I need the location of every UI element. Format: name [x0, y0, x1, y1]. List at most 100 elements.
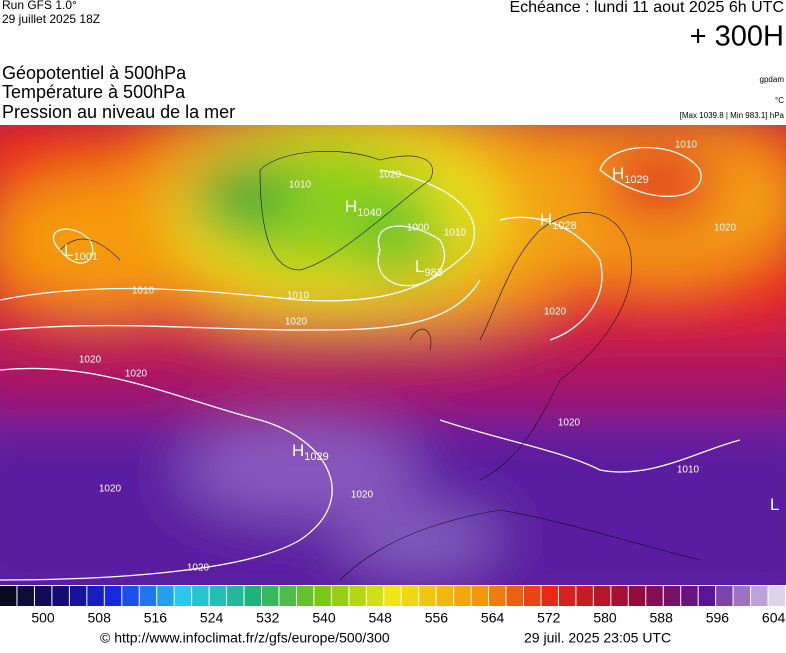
isobar-label: 1020: [544, 307, 567, 318]
scale-swatch: [0, 586, 17, 606]
isobar-label: 1020: [79, 355, 102, 366]
unit: [Max 1039.8 | Min 983.1] hPa: [680, 111, 785, 120]
isobar-label: 1010: [289, 180, 312, 191]
center-kind: H: [612, 164, 624, 183]
scale-swatch: [593, 586, 611, 606]
scale-label: 572: [537, 610, 561, 626]
isobar-label: 1020: [99, 484, 122, 495]
scale-swatch: [768, 586, 785, 606]
generated: 29 juil. 2025 23:05 UTC: [524, 630, 671, 646]
isobar-label: 1000: [407, 223, 430, 234]
center-value: 1029: [624, 174, 648, 186]
scale-swatch: [698, 586, 716, 606]
center-value: 1001: [73, 251, 97, 263]
scale-label: 532: [256, 610, 280, 626]
scale-label: 564: [481, 610, 505, 626]
pressure-center: L983: [415, 257, 443, 278]
layer: Température à 500hPa: [2, 82, 186, 102]
pressure-center: L: [770, 495, 779, 514]
isobar-label: 1010: [675, 140, 698, 151]
isobar-label: 1020: [187, 563, 210, 574]
isobar-label: 1010: [287, 291, 310, 302]
scale-label: 604: [762, 610, 786, 626]
scale-swatch: [366, 586, 384, 606]
scale-label: 596: [706, 610, 730, 626]
scale-swatch: [139, 586, 157, 606]
center-value: 1040: [357, 207, 381, 219]
scale-label: 516: [144, 610, 168, 626]
scale-swatch: [751, 586, 768, 606]
horizon: + 300H: [690, 21, 784, 53]
scale-swatch: [279, 586, 296, 606]
isobar-label: 1010: [444, 228, 467, 239]
scale-swatch: [401, 586, 419, 606]
scale-swatch: [157, 586, 174, 606]
scale-swatch: [262, 586, 279, 606]
scale-swatch: [646, 586, 663, 606]
scale-swatch: [663, 586, 681, 606]
scale-label: 580: [593, 610, 617, 626]
scale-swatch: [209, 586, 227, 606]
run: Run GFS 1.0°: [2, 0, 77, 12]
isobar-label: 1020: [714, 223, 737, 234]
scale-swatch: [471, 586, 489, 606]
scale-swatch: [716, 586, 733, 606]
center-kind: L: [64, 241, 73, 260]
source: © http://www.infoclimat.fr/z/gfs/europe/…: [100, 630, 390, 646]
scale-swatch: [227, 586, 244, 606]
scale-swatch: [296, 586, 314, 606]
scale-swatch: [454, 586, 471, 606]
pressure-center: H1029: [612, 164, 649, 185]
layer: Pression au niveau de la mer: [2, 102, 235, 122]
scale-swatch: [681, 586, 698, 606]
unit: °C: [775, 96, 784, 105]
scale-label: 556: [425, 610, 449, 626]
isobar-label: 1020: [379, 170, 402, 181]
scale-swatch: [558, 586, 576, 606]
center-kind: H: [292, 441, 304, 460]
scale-swatch: [331, 586, 349, 606]
scale-label: 500: [31, 610, 55, 626]
scale-swatch: [611, 586, 628, 606]
run-date: 29 juillet 2025 18Z: [2, 12, 100, 26]
isobar-label: 1020: [351, 490, 374, 501]
scale-swatch: [541, 586, 558, 606]
scale-swatch: [419, 586, 436, 606]
center-value: 983: [424, 267, 442, 279]
scale-swatch: [174, 586, 192, 606]
center-kind: L: [770, 495, 779, 514]
layer: Géopotentiel à 500hPa: [2, 63, 187, 83]
isobar-label: 1020: [125, 369, 148, 380]
center-kind: H: [345, 197, 357, 216]
scale-swatch: [628, 586, 646, 606]
scale-swatch: [489, 586, 506, 606]
isobar-label: 1020: [558, 418, 581, 429]
scale-label: 588: [650, 610, 674, 626]
scale-swatch: [34, 586, 52, 606]
scale-label: 540: [312, 610, 336, 626]
pressure-center: H1028: [540, 210, 577, 231]
isobar-label: 1010: [132, 286, 155, 297]
pressure-center: H1029: [292, 441, 329, 462]
scale-swatch: [524, 586, 541, 606]
scale-label: 508: [88, 610, 112, 626]
center-kind: L: [415, 257, 424, 276]
isobar-label: 1020: [285, 317, 308, 328]
scale-swatch: [87, 586, 104, 606]
scale-swatch: [349, 586, 366, 606]
unit: gpdam: [760, 75, 785, 84]
center-value: 1028: [552, 220, 576, 232]
scale-swatch: [506, 586, 523, 606]
scale-swatch: [384, 586, 401, 606]
scale-swatch: [436, 586, 454, 606]
pressure-center: L1001: [64, 241, 98, 262]
scale-swatch: [314, 586, 331, 606]
scale-swatch: [104, 586, 122, 606]
scale-swatch: [733, 586, 751, 606]
scale-swatch: [17, 586, 34, 606]
center-kind: H: [540, 210, 552, 229]
center-value: 1029: [304, 451, 328, 463]
scale-label: 548: [369, 610, 393, 626]
isobar-label: 1010: [677, 465, 700, 476]
